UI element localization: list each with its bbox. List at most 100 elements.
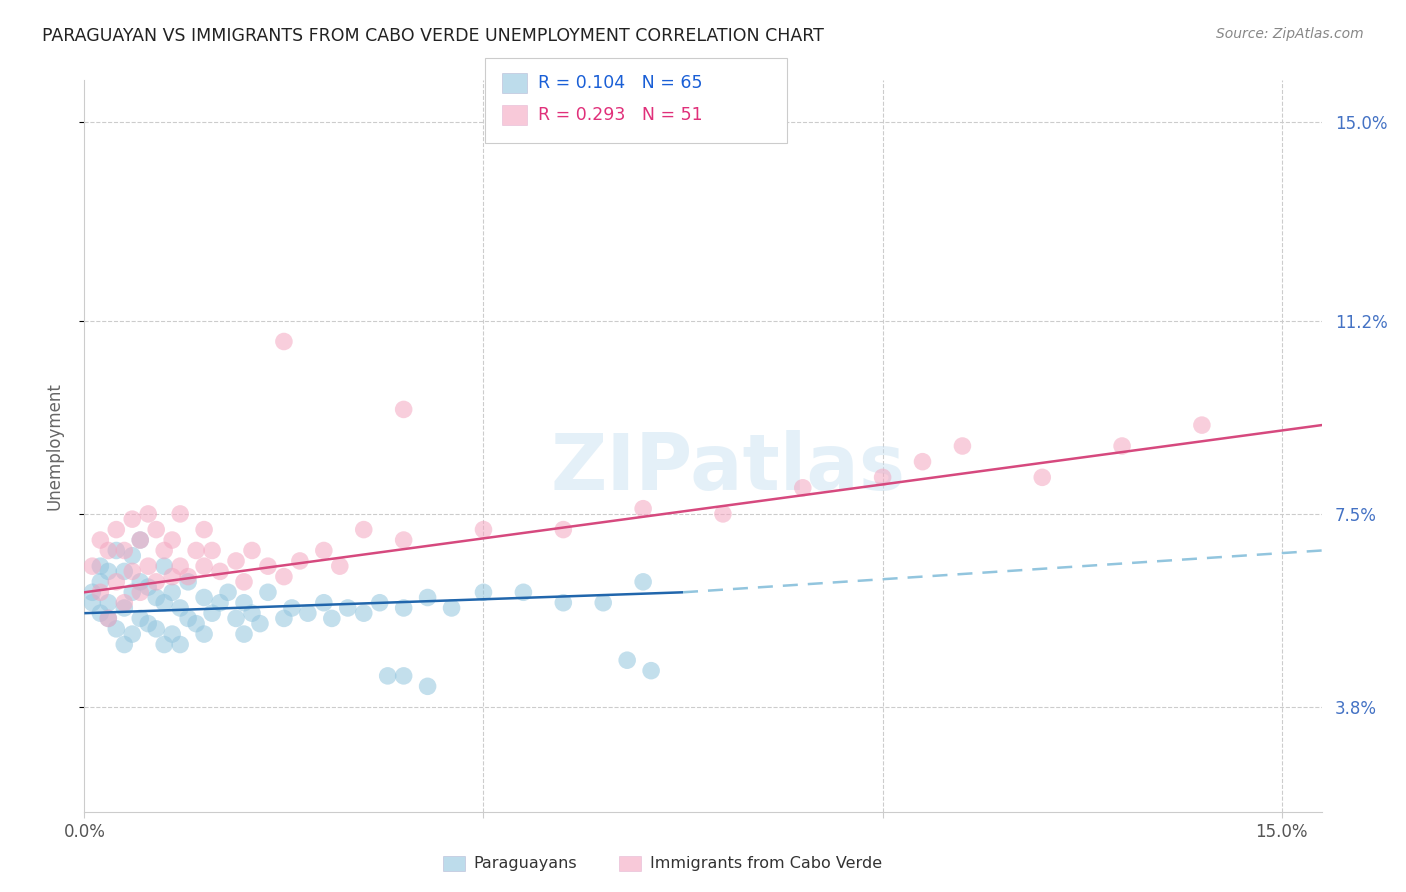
Point xyxy=(233,574,256,589)
Point xyxy=(112,601,135,615)
Point xyxy=(121,585,143,599)
Point xyxy=(129,533,152,547)
Point xyxy=(257,585,280,599)
Point xyxy=(136,616,159,631)
Point xyxy=(233,596,256,610)
Point xyxy=(1191,418,1213,433)
Point xyxy=(89,533,111,547)
Point xyxy=(392,669,415,683)
Text: Immigrants from Cabo Verde: Immigrants from Cabo Verde xyxy=(650,856,882,871)
Point xyxy=(217,585,239,599)
Text: Source: ZipAtlas.com: Source: ZipAtlas.com xyxy=(1216,27,1364,41)
Point xyxy=(512,585,534,599)
Point xyxy=(392,601,415,615)
Point xyxy=(368,596,391,610)
Point xyxy=(193,559,215,574)
Point xyxy=(160,569,183,583)
Point xyxy=(329,559,352,574)
Point xyxy=(82,596,104,610)
Point xyxy=(392,533,415,547)
Point xyxy=(89,606,111,620)
Point xyxy=(145,622,167,636)
Point xyxy=(82,585,104,599)
Point xyxy=(97,611,120,625)
Text: R = 0.293   N = 51: R = 0.293 N = 51 xyxy=(538,106,703,124)
Point xyxy=(82,559,104,574)
Point xyxy=(273,334,295,349)
Text: Paraguayans: Paraguayans xyxy=(474,856,578,871)
Point xyxy=(184,616,207,631)
Point xyxy=(273,569,295,583)
Point xyxy=(353,606,375,620)
Point xyxy=(952,439,974,453)
Y-axis label: Unemployment: Unemployment xyxy=(45,382,63,510)
Point xyxy=(711,507,734,521)
Point xyxy=(145,591,167,605)
Point xyxy=(160,585,183,599)
Point xyxy=(631,574,654,589)
Point xyxy=(472,585,495,599)
Point xyxy=(440,601,463,615)
Point xyxy=(145,574,167,589)
Point xyxy=(121,565,143,579)
Point xyxy=(169,507,191,521)
Point xyxy=(312,543,335,558)
Point xyxy=(209,596,232,610)
Point xyxy=(112,543,135,558)
Point xyxy=(872,470,894,484)
Point xyxy=(257,559,280,574)
Point xyxy=(129,585,152,599)
Point xyxy=(416,679,439,693)
Text: PARAGUAYAN VS IMMIGRANTS FROM CABO VERDE UNEMPLOYMENT CORRELATION CHART: PARAGUAYAN VS IMMIGRANTS FROM CABO VERDE… xyxy=(42,27,824,45)
Point xyxy=(112,596,135,610)
Point xyxy=(336,601,359,615)
Point xyxy=(89,559,111,574)
Point xyxy=(153,638,176,652)
Point xyxy=(297,606,319,620)
Point xyxy=(169,638,191,652)
Point xyxy=(129,574,152,589)
Point xyxy=(553,596,575,610)
Point xyxy=(97,611,120,625)
Point xyxy=(640,664,662,678)
Point xyxy=(153,596,176,610)
Point xyxy=(160,627,183,641)
Point xyxy=(177,574,200,589)
Point xyxy=(97,565,120,579)
Point xyxy=(105,574,128,589)
Point xyxy=(121,512,143,526)
Text: ZIPatlas: ZIPatlas xyxy=(550,430,905,506)
Point xyxy=(273,611,295,625)
Point xyxy=(184,543,207,558)
Point xyxy=(177,569,200,583)
Point xyxy=(112,638,135,652)
Point xyxy=(129,533,152,547)
Point xyxy=(136,580,159,594)
Point xyxy=(240,606,263,620)
Point xyxy=(553,523,575,537)
Point xyxy=(97,596,120,610)
Point xyxy=(169,559,191,574)
Point xyxy=(153,559,176,574)
Point xyxy=(472,523,495,537)
Point xyxy=(288,554,311,568)
Point xyxy=(201,606,224,620)
Point xyxy=(911,455,934,469)
Point xyxy=(592,596,614,610)
Point xyxy=(312,596,335,610)
Point xyxy=(281,601,304,615)
Point xyxy=(169,601,191,615)
Point xyxy=(616,653,638,667)
Point xyxy=(160,533,183,547)
Point xyxy=(105,523,128,537)
Point xyxy=(129,611,152,625)
Point xyxy=(121,627,143,641)
Point xyxy=(631,501,654,516)
Point xyxy=(112,565,135,579)
Point xyxy=(249,616,271,631)
Point xyxy=(153,543,176,558)
Point xyxy=(377,669,399,683)
Point xyxy=(1031,470,1053,484)
Point xyxy=(136,559,159,574)
Point xyxy=(1111,439,1133,453)
